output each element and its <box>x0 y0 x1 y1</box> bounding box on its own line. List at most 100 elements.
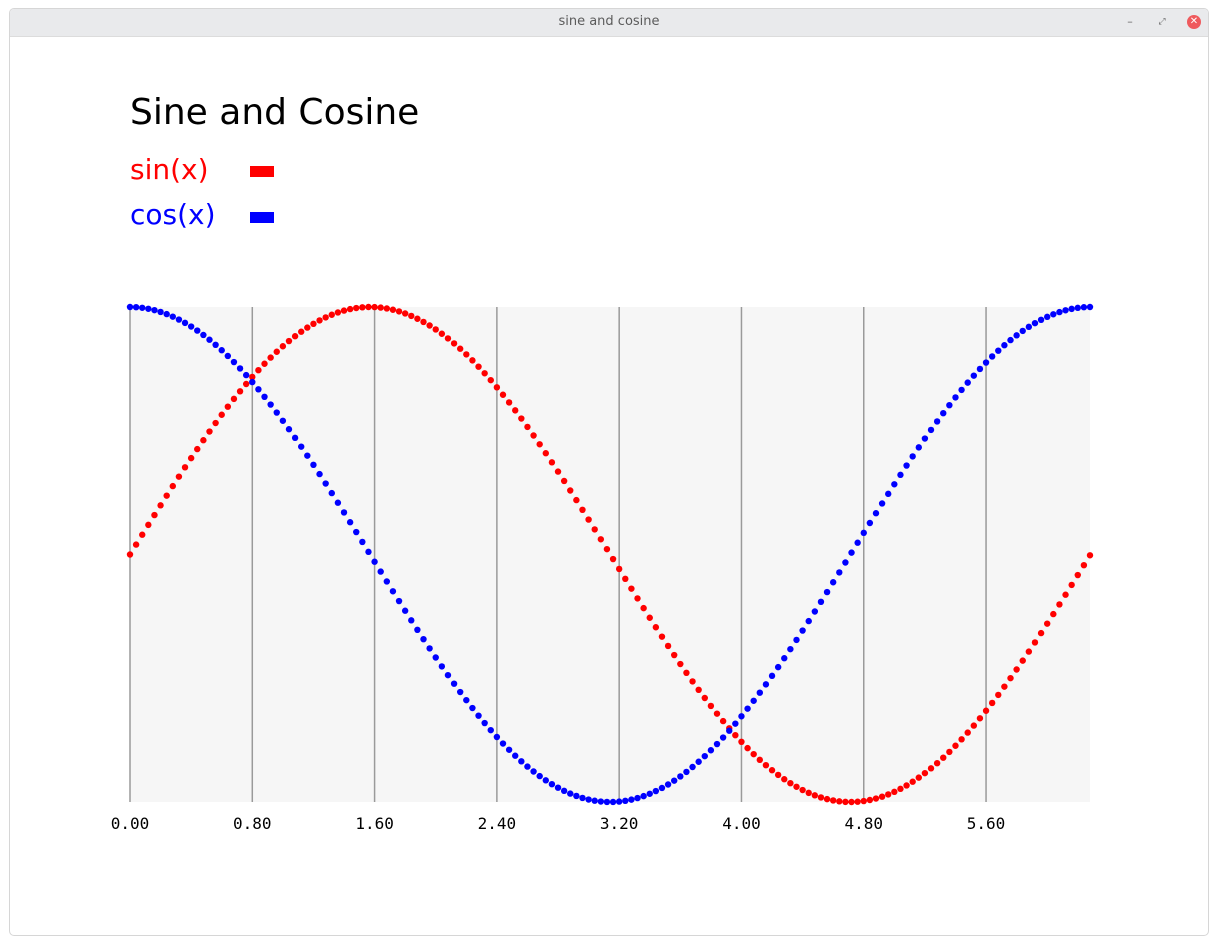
sin-point <box>970 722 978 729</box>
sin-point <box>365 303 372 311</box>
cos-point <box>567 790 574 797</box>
cos-point <box>811 608 819 615</box>
plot-svg: 0.00 0.80 1.60 2.40 3.20 4.00 4.80 5.60 <box>111 303 1094 833</box>
sin-point <box>701 694 708 702</box>
sin-point <box>872 795 880 802</box>
sin-point <box>206 428 213 435</box>
chart-area: Sine and Cosine sin(x) cos(x) 0.00 0.80 1.… <box>10 37 1208 935</box>
cos-point <box>995 347 1002 354</box>
cos-point <box>218 347 225 354</box>
cos-point <box>291 434 299 442</box>
sin-point <box>401 310 409 317</box>
cos-point <box>823 588 831 596</box>
x-tick-label: 0.80 <box>233 814 272 833</box>
sin-point <box>212 419 219 427</box>
plot-background <box>130 307 1090 802</box>
cos-point <box>860 529 867 537</box>
cos-point <box>1037 316 1045 324</box>
cos-point <box>756 689 764 696</box>
cos-point <box>738 713 745 720</box>
cos-point <box>762 681 770 688</box>
sin-point <box>615 565 623 573</box>
close-icon[interactable]: ✕ <box>1187 15 1201 29</box>
cos-point <box>542 777 549 784</box>
maximize-icon[interactable]: ⤢ <box>1158 17 1166 27</box>
cos-point <box>848 549 855 556</box>
cos-point <box>420 635 427 643</box>
cos-point <box>878 500 886 507</box>
cos-point <box>194 327 201 334</box>
cos-point <box>145 305 152 312</box>
sin-point <box>781 776 788 783</box>
sin-point <box>395 308 403 315</box>
sin-point <box>744 744 751 752</box>
sin-point <box>982 707 990 714</box>
sin-point <box>579 506 586 513</box>
sin-point <box>756 756 764 764</box>
sin-point <box>377 304 384 311</box>
cos-point <box>487 726 494 734</box>
cos-point <box>493 733 501 741</box>
cos-point <box>976 365 984 373</box>
cos-point <box>609 798 617 806</box>
cos-point <box>414 626 421 634</box>
cos-point <box>652 787 660 795</box>
sin-point <box>371 303 378 311</box>
sin-point <box>530 432 537 439</box>
sin-point <box>481 370 488 377</box>
sin-point <box>1007 674 1014 682</box>
cos-point <box>793 636 800 644</box>
cos-point <box>707 747 715 754</box>
sin-point <box>359 304 366 311</box>
sin-point <box>774 771 782 779</box>
cos-point <box>689 763 696 771</box>
x-tick-label: 4.80 <box>844 814 883 833</box>
sin-point <box>157 502 164 509</box>
cos-point <box>817 598 825 606</box>
x-tick-label: 1.60 <box>355 814 394 833</box>
sin-point <box>298 328 305 335</box>
sin-point <box>493 384 501 391</box>
sin-point <box>1080 561 1088 569</box>
cos-point <box>505 746 513 753</box>
sin-point <box>340 307 348 314</box>
cos-point <box>671 777 678 784</box>
sin-point <box>573 496 580 504</box>
cos-point <box>787 645 794 653</box>
cos-point <box>371 558 378 565</box>
cos-point <box>946 401 953 409</box>
sin-point <box>426 322 433 329</box>
cos-point <box>591 797 598 804</box>
sin-point <box>866 796 874 804</box>
cos-point <box>1013 332 1020 339</box>
sin-point <box>585 516 592 523</box>
cos-point <box>267 401 274 408</box>
sin-point <box>750 750 757 758</box>
cos-point <box>701 752 708 760</box>
sin-point <box>842 798 849 806</box>
cos-point <box>805 617 812 625</box>
legend-label-sin: sin(x) <box>130 153 209 186</box>
cos-point <box>897 471 904 479</box>
legend-swatch-sin <box>250 166 274 177</box>
cos-point <box>774 663 782 671</box>
sin-point <box>933 759 941 767</box>
cos-point <box>340 509 348 516</box>
cos-point <box>603 798 611 806</box>
sin-point <box>267 354 274 361</box>
cos-point <box>585 796 592 803</box>
sin-point <box>450 340 458 347</box>
sin-point <box>640 604 647 612</box>
sin-point <box>622 575 629 583</box>
sin-point <box>291 333 299 340</box>
cos-point <box>444 671 452 679</box>
sin-point <box>603 545 611 553</box>
minimize-icon[interactable]: – <box>1127 15 1133 28</box>
cos-point <box>560 787 568 795</box>
cos-point <box>658 784 666 792</box>
cos-point <box>891 481 898 488</box>
sin-point <box>218 411 225 418</box>
cos-point <box>273 409 280 416</box>
cos-point <box>799 627 806 634</box>
cos-point <box>903 462 910 469</box>
